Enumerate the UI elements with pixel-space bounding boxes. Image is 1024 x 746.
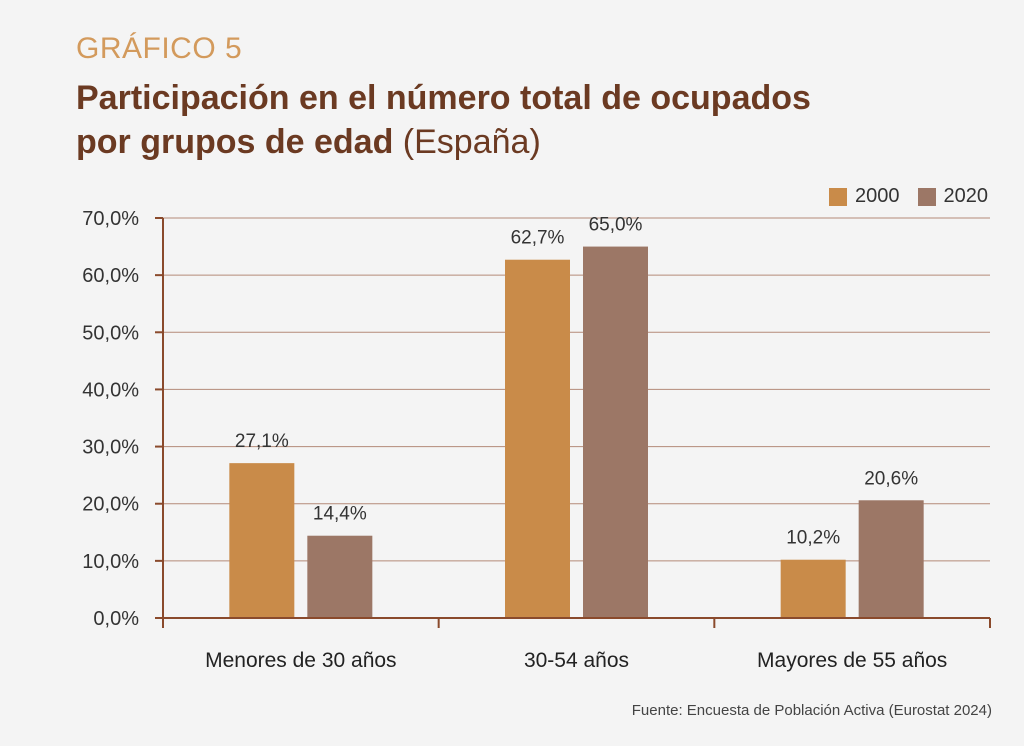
data-label: 62,7% [511, 228, 565, 249]
legend-swatch-2020 [917, 187, 936, 206]
title-line-2-light: (España) [393, 123, 541, 161]
bar-2020 [583, 246, 648, 619]
data-label: 65,0% [589, 215, 643, 236]
title-line-1: Participación en el número total de ocup… [76, 79, 811, 117]
legend-item-2020: 2020 [917, 185, 989, 208]
legend: 2000 2020 [829, 185, 988, 208]
bar-2000 [780, 559, 846, 618]
source-note: Fuente: Encuesta de Población Activa (Eu… [631, 702, 992, 719]
y-tick-label: 20,0% [82, 494, 139, 516]
data-label: 14,4% [313, 504, 367, 525]
bar-2020 [858, 500, 924, 618]
title-line-2-bold: por grupos de edad [76, 123, 394, 161]
legend-item-2000: 2000 [829, 185, 900, 208]
y-tick-label: 30,0% [82, 437, 139, 459]
legend-label-2020: 2020 [943, 185, 989, 207]
data-label: 27,1% [235, 431, 289, 452]
bar-2000 [505, 259, 570, 618]
y-tick-label: 10,0% [82, 551, 139, 573]
legend-swatch-2000 [829, 187, 847, 206]
y-tick-label: 70,0% [82, 208, 139, 230]
category-label: 30-54 años [524, 649, 629, 672]
bar-2000 [229, 463, 295, 618]
bar-2020 [307, 535, 373, 618]
chart-title: Participación en el número total de ocup… [76, 76, 976, 164]
category-label: Mayores de 55 años [757, 649, 947, 672]
data-label: 20,6% [864, 468, 918, 489]
y-tick-label: 60,0% [82, 265, 139, 287]
legend-label-2000: 2000 [855, 185, 900, 207]
category-label: Menores de 30 años [205, 649, 396, 672]
title-line-2: por grupos de edad (España) [76, 120, 976, 164]
data-label: 10,2% [786, 528, 840, 549]
y-tick-label: 50,0% [82, 322, 139, 344]
y-tick-label: 0,0% [93, 608, 139, 630]
y-tick-label: 40,0% [82, 379, 139, 401]
chart-kicker: GRÁFICO 5 [76, 32, 243, 65]
